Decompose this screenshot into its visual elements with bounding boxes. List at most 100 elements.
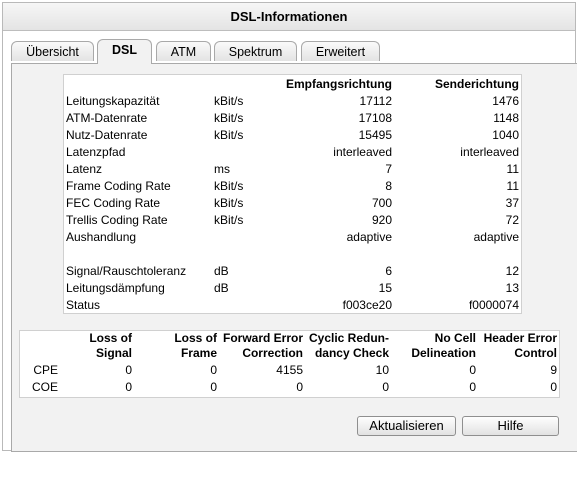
error-count: 0 <box>469 362 476 377</box>
row-label: Trellis Coding Rate <box>66 212 168 227</box>
header-line-2: Delineation <box>411 346 476 360</box>
table-row: Latenzpfad interleaved interleaved <box>64 143 521 160</box>
row-label <box>64 245 212 262</box>
row-label: Signal/Rauschtoleranz <box>66 263 187 278</box>
error-counters-table: Loss of Signal Loss of Frame Forward Error Co… <box>20 331 559 395</box>
row-label: Aushandlung <box>66 229 137 244</box>
row-rx-value: f003ce20 <box>342 297 392 312</box>
error-header-row: Loss of Signal Loss of Frame Forward Error Co… <box>20 331 559 361</box>
row-unit: kBit/s <box>214 127 244 142</box>
error-column-header: Header Error Control <box>478 331 559 361</box>
row-rx-value: 15 <box>378 280 392 295</box>
row-rx-value: interleaved <box>333 144 392 159</box>
header-line-2: Frame <box>180 346 217 360</box>
header-line-2: Signal <box>95 346 132 360</box>
dsl-header-row: Empfangsrichtung Senderichtung <box>64 75 521 92</box>
row-tx-value: adaptive <box>473 229 519 244</box>
dsl-info-panel: DSL-Informationen Übersicht DSL ATM Spek… <box>2 2 577 452</box>
row-rx-value: adaptive <box>346 229 392 244</box>
error-counters-box: Loss of Signal Loss of Frame Forward Error Co… <box>19 330 560 398</box>
row-unit: dB <box>214 263 229 278</box>
error-count: 0 <box>210 362 217 377</box>
row-label: CPE <box>33 362 58 377</box>
header-line-2: Control <box>514 346 557 360</box>
table-row: ATM-Datenrate kBit/s 17108 1148 <box>64 109 521 126</box>
table-row: Latenz ms 7 11 <box>64 160 521 177</box>
header-line-1: Forward Error <box>222 331 303 345</box>
row-tx-value: 1148 <box>493 110 519 125</box>
row-rx-value: 8 <box>385 178 392 193</box>
row-unit: kBit/s <box>214 110 244 125</box>
table-row: Frame Coding Rate kBit/s 8 11 <box>64 177 521 194</box>
row-label: Leitungsdämpfung <box>66 280 165 295</box>
header-line-1: Header Error <box>483 331 557 345</box>
row-label: Latenz <box>66 161 103 176</box>
header-empfangsrichtung: Empfangsrichtung <box>285 76 392 91</box>
header-line-1: Loss of <box>89 331 132 345</box>
error-count: 0 <box>125 362 132 377</box>
row-tx-value: 1040 <box>492 127 519 142</box>
refresh-button[interactable]: Aktualisieren <box>357 416 456 436</box>
header-line-1: No Cell <box>434 331 476 345</box>
row-unit: kBit/s <box>214 93 244 108</box>
error-count: 0 <box>210 379 217 394</box>
table-row <box>64 245 521 262</box>
row-tx-value: 11 <box>506 161 519 176</box>
table-row: CPE 0 0 4155 10 0 9 <box>20 361 559 378</box>
header-line-2: Correction <box>242 346 303 360</box>
row-rx-value: 7 <box>385 161 392 176</box>
row-label: Frame Coding Rate <box>66 178 171 193</box>
error-column-header: Forward Error Correction <box>219 331 305 361</box>
error-column-header: No Cell Delineation <box>391 331 478 361</box>
row-unit: kBit/s <box>214 195 244 210</box>
tab-content: Empfangsrichtung Senderichtung Leitungsk… <box>11 63 577 452</box>
error-count: 0 <box>296 379 303 394</box>
row-unit <box>212 245 277 262</box>
error-count: 0 <box>469 379 476 394</box>
row-rx-value <box>277 245 394 262</box>
table-row: Trellis Coding Rate kBit/s 920 72 <box>64 211 521 228</box>
table-row: FEC Coding Rate kBit/s 700 37 <box>64 194 521 211</box>
row-tx-value: 72 <box>505 212 519 227</box>
row-label: Latenzpfad <box>66 144 126 159</box>
row-label: ATM-Datenrate <box>66 110 148 125</box>
row-label: Nutz-Datenrate <box>66 127 148 142</box>
row-tx-value <box>394 245 521 262</box>
tab-spektrum[interactable]: Spektrum <box>214 41 297 61</box>
tab-uebersicht[interactable]: Übersicht <box>11 41 94 61</box>
error-column-header: Cyclic Redun-dancy Check <box>305 331 391 361</box>
table-row: Signal/Rauschtoleranz dB 6 12 <box>64 262 521 279</box>
row-unit <box>212 228 277 245</box>
table-row: Leitungsdämpfung dB 15 13 <box>64 279 521 296</box>
row-tx-value: f0000074 <box>468 297 519 312</box>
help-button[interactable]: Hilfe <box>462 416 559 436</box>
error-count: 10 <box>375 362 389 377</box>
row-rx-value: 6 <box>385 263 392 278</box>
row-rx-value: 17112 <box>359 93 392 108</box>
row-rx-value: 700 <box>371 195 392 210</box>
row-tx-value: 37 <box>505 195 519 210</box>
header-unit <box>212 75 277 92</box>
tab-atm[interactable]: ATM <box>156 41 211 61</box>
dsl-values-box: Empfangsrichtung Senderichtung Leitungsk… <box>63 74 522 314</box>
row-rx-value: 15495 <box>358 127 392 142</box>
row-unit: kBit/s <box>214 178 244 193</box>
header-senderichtung: Senderichtung <box>434 76 519 91</box>
error-count: 4155 <box>276 362 303 377</box>
table-row: Leitungskapazität kBit/s 17112 1476 <box>64 92 521 109</box>
dsl-values-table: Empfangsrichtung Senderichtung Leitungsk… <box>64 75 521 313</box>
error-count: 0 <box>382 379 389 394</box>
row-tx-value: 1476 <box>492 93 519 108</box>
table-row: Aushandlung adaptive adaptive <box>64 228 521 245</box>
tab-erweitert[interactable]: Erweitert <box>301 41 380 61</box>
header-line-1: Loss of <box>174 331 217 345</box>
row-tx-value: interleaved <box>460 144 519 159</box>
error-count: 0 <box>550 379 557 394</box>
row-unit <box>212 296 277 313</box>
tab-dsl[interactable]: DSL <box>97 39 152 64</box>
error-count: 9 <box>550 362 557 377</box>
row-tx-value: 12 <box>505 263 519 278</box>
row-label: Status <box>66 297 101 312</box>
panel-title: DSL-Informationen <box>3 3 575 31</box>
error-column-header: Loss of Frame <box>134 331 219 361</box>
